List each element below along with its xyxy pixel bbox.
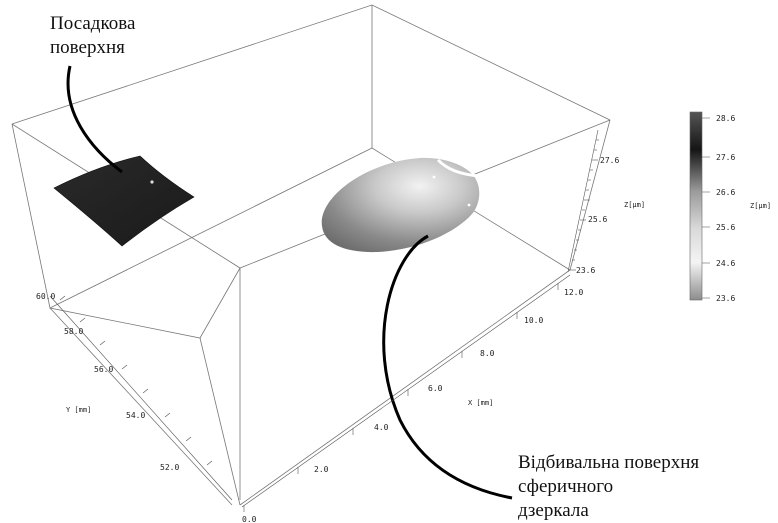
y-axis: 52.0 54.0 56.0 58.0 60.0 Y [mm] — [36, 292, 233, 501]
y-tick-0: 52.0 — [160, 463, 179, 472]
reflecting-surface-line-3: дзеркала — [518, 500, 589, 521]
colorbar-tick-1: 27.6 — [716, 153, 735, 162]
y-tick-4: 60.0 — [36, 292, 55, 301]
plot-box — [11, 4, 611, 506]
z-axis-label: Z[μm] — [624, 201, 645, 209]
reflecting-surface-line-2: сферичного — [518, 476, 614, 497]
x-tick-6: 12.0 — [564, 288, 583, 297]
reflecting-surface-annotation: Відбивальна поверхня сферичного дзеркала — [518, 451, 699, 523]
x-tick-0: 0.0 — [242, 515, 257, 523]
mirror-surface-patch — [321, 157, 480, 253]
y-tick-3: 58.0 — [64, 327, 83, 336]
landing-surface-patch — [53, 155, 195, 247]
landing-surface-line-2: поверхня — [50, 37, 125, 58]
colorbar-label: Z[μm] — [750, 202, 771, 210]
leader-line-landing — [66, 65, 123, 174]
colorbar-tick-4: 24.6 — [716, 259, 735, 268]
colorbar-tick-5: 23.6 — [716, 294, 735, 303]
x-tick-4: 8.0 — [480, 349, 495, 358]
landing-surface-annotation: Посадкова поверхня — [50, 12, 135, 60]
x-tick-1: 2.0 — [314, 465, 329, 474]
y-axis-label: Y [mm] — [66, 406, 91, 414]
x-tick-2: 4.0 — [374, 423, 389, 432]
x-tick-5: 10.0 — [524, 316, 543, 325]
x-tick-3: 6.0 — [428, 384, 443, 393]
z-tick-2: 27.6 — [600, 156, 619, 165]
reflecting-surface-line-1: Відбивальна поверхня — [518, 452, 700, 473]
leader-line-mirror — [382, 234, 513, 500]
x-axis: 0.0 2.0 4.0 6.0 8.0 10.0 12.0 X [mm] — [241, 274, 583, 523]
landing-surface-line-1: Посадкова — [50, 13, 136, 34]
landing-surface-marker — [150, 180, 154, 184]
x-axis-label: X [mm] — [468, 399, 493, 407]
colorbar-tick-3: 25.6 — [716, 223, 735, 232]
mirror-notch — [436, 158, 479, 178]
mirror-marker-2 — [467, 203, 471, 207]
colorbar-tick-2: 26.6 — [716, 188, 735, 197]
colorbar: 28.6 27.6 26.6 25.6 24.6 23.6 Z[μm] — [689, 111, 771, 303]
colorbar-gradient — [689, 111, 703, 301]
z-axis: 23.6 25.6 27.6 Z[μm] — [567, 129, 645, 275]
y-tick-1: 54.0 — [126, 411, 145, 420]
colorbar-tick-0: 28.6 — [716, 114, 735, 123]
z-tick-1: 25.6 — [588, 215, 607, 224]
y-tick-2: 56.0 — [94, 365, 113, 374]
mirror-marker-1 — [432, 175, 436, 179]
z-tick-0: 23.6 — [576, 266, 595, 275]
